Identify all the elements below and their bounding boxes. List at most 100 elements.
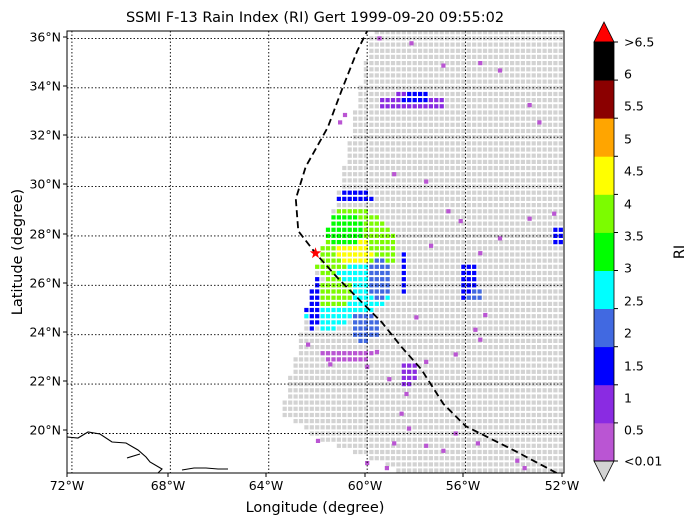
swath-pixel bbox=[547, 270, 553, 276]
swath-pixel bbox=[380, 61, 385, 66]
swath-pixel bbox=[342, 369, 347, 374]
x-tick-label: 60°W bbox=[348, 478, 383, 493]
swath-pixel bbox=[445, 73, 450, 78]
swath-pixel bbox=[434, 277, 439, 282]
swath-pixel bbox=[374, 338, 379, 343]
swath-pixel bbox=[455, 85, 461, 90]
swath-pixel bbox=[358, 431, 363, 436]
swath-pixel bbox=[547, 98, 553, 103]
swath-pixel bbox=[407, 449, 412, 455]
swath-pixel bbox=[369, 67, 374, 72]
swath-pixel bbox=[401, 73, 406, 78]
swath-pixel bbox=[547, 394, 553, 399]
swath-pixel bbox=[358, 184, 363, 189]
swath-pixel bbox=[499, 122, 504, 127]
swath-pixel bbox=[537, 375, 542, 380]
swath-pixel bbox=[461, 351, 466, 356]
swath-pixel bbox=[493, 400, 498, 405]
swath-pixel bbox=[558, 419, 563, 424]
swath-pixel bbox=[542, 456, 547, 461]
swath-pixel bbox=[369, 406, 374, 411]
swath-pixel bbox=[445, 48, 450, 53]
swath-pixel bbox=[537, 252, 542, 257]
swath-pixel bbox=[553, 141, 558, 146]
swath-pixel bbox=[482, 338, 488, 343]
rain-pixel bbox=[358, 227, 363, 232]
swath-pixel bbox=[531, 147, 536, 152]
swath-pixel bbox=[396, 54, 401, 59]
swath-pixel bbox=[363, 116, 368, 121]
swath-pixel bbox=[515, 31, 520, 35]
colorbar-bin bbox=[594, 270, 614, 309]
swath-pixel bbox=[434, 227, 439, 232]
swath-pixel bbox=[526, 233, 531, 238]
swath-pixel bbox=[374, 36, 379, 41]
swath-pixel bbox=[493, 98, 498, 103]
swath-pixel bbox=[385, 363, 390, 368]
swath-pixel bbox=[455, 184, 461, 189]
swath-pixel bbox=[293, 375, 298, 380]
swath-pixel bbox=[412, 301, 417, 306]
swath-pixel bbox=[439, 375, 444, 380]
swath-pixel bbox=[390, 67, 396, 72]
colorbar-tick-label: 2 bbox=[624, 326, 632, 341]
swath-pixel bbox=[472, 178, 477, 183]
swath-pixel bbox=[418, 165, 423, 171]
x-tick-68w: 68°W bbox=[151, 473, 185, 493]
swath-pixel bbox=[407, 196, 412, 201]
swath-pixel bbox=[526, 270, 531, 276]
swath-pixel bbox=[385, 307, 390, 313]
swath-pixel bbox=[325, 406, 331, 411]
rain-pixel bbox=[428, 104, 433, 109]
swath-pixel bbox=[407, 190, 412, 195]
swath-pixel bbox=[493, 468, 498, 473]
swath-pixel bbox=[439, 338, 444, 343]
swath-pixel bbox=[553, 382, 558, 387]
swath-pixel bbox=[358, 153, 363, 158]
swath-pixel bbox=[428, 283, 433, 288]
swath-pixel bbox=[407, 240, 412, 245]
y-axis-label: Latitude (degree) bbox=[10, 189, 26, 315]
swath-pixel bbox=[466, 122, 471, 127]
swath-pixel bbox=[531, 61, 536, 66]
rain-pixel bbox=[336, 196, 341, 201]
rain-pixel bbox=[461, 264, 466, 269]
swath-pixel bbox=[428, 351, 433, 356]
swath-pixel bbox=[336, 394, 341, 399]
swath-pixel bbox=[358, 437, 363, 442]
swath-pixel bbox=[477, 400, 482, 405]
swath-pixel bbox=[407, 307, 412, 313]
swath-pixel bbox=[466, 314, 471, 319]
swath-pixel bbox=[504, 345, 509, 350]
swath-pixel bbox=[445, 85, 450, 90]
swath-pixel bbox=[374, 388, 379, 393]
swath-pixel bbox=[363, 122, 368, 127]
swath-pixel bbox=[434, 400, 439, 405]
swath-pixel bbox=[450, 221, 455, 226]
swath-pixel bbox=[547, 314, 553, 319]
swath-pixel bbox=[472, 172, 477, 177]
swath-pixel bbox=[499, 425, 504, 430]
rain-pixel bbox=[380, 227, 385, 232]
rain-pixel bbox=[315, 283, 320, 288]
swath-pixel bbox=[510, 227, 515, 232]
swath-pixel bbox=[401, 301, 406, 306]
swath-pixel bbox=[488, 382, 493, 387]
swath-pixel bbox=[537, 289, 542, 294]
swath-pixel bbox=[423, 221, 428, 226]
swath-pixel bbox=[526, 209, 531, 214]
swath-pixel bbox=[304, 419, 309, 424]
swath-pixel bbox=[418, 172, 423, 177]
swath-pixel bbox=[547, 48, 553, 53]
swath-pixel bbox=[423, 165, 428, 171]
rain-pixel bbox=[365, 461, 370, 466]
swath-pixel bbox=[515, 42, 520, 47]
swath-pixel bbox=[390, 209, 396, 214]
swath-pixel bbox=[390, 338, 396, 343]
swath-pixel bbox=[353, 400, 358, 405]
rain-pixel bbox=[472, 264, 477, 269]
swath-pixel bbox=[558, 91, 563, 97]
swath-pixel bbox=[499, 165, 504, 171]
swath-pixel bbox=[455, 394, 461, 399]
swath-pixel bbox=[510, 110, 515, 115]
